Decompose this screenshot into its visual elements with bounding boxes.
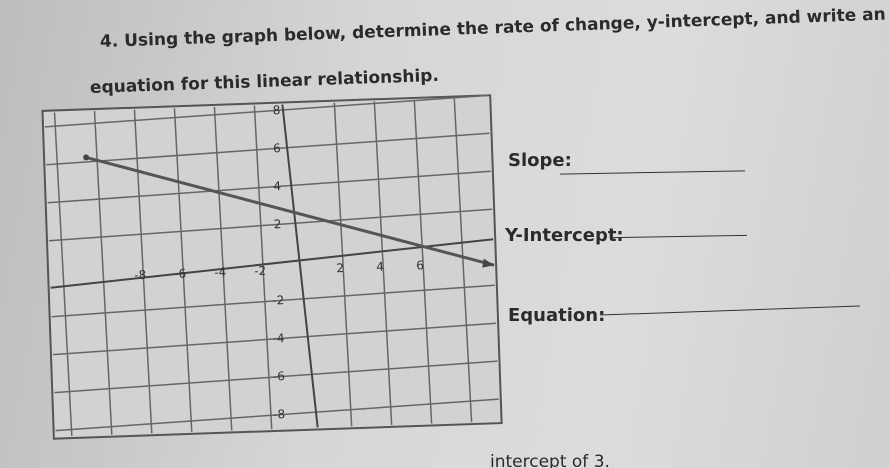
x-tick-label: -6 xyxy=(174,266,186,280)
y-tick-label: -6 xyxy=(273,369,285,383)
grid-line xyxy=(53,112,73,437)
grid-line xyxy=(47,170,491,204)
footer-text: intercept of 3. xyxy=(490,452,610,468)
x-tick-label: 6 xyxy=(416,258,424,272)
y-tick-label: 8 xyxy=(273,103,281,117)
grid-line xyxy=(52,322,497,356)
grid-line xyxy=(453,98,473,423)
x-tick-label: -2 xyxy=(254,264,266,278)
graph-line xyxy=(85,155,495,267)
y-tick-label: 2 xyxy=(274,217,282,231)
field-label: Equation: xyxy=(508,305,606,326)
grid-line xyxy=(253,105,273,430)
grid-line xyxy=(373,101,393,425)
x-tick-label: 2 xyxy=(336,261,344,275)
line-arrow xyxy=(83,154,90,161)
grid-line xyxy=(413,99,433,424)
graph-frame xyxy=(41,94,503,440)
y-tick-label: -4 xyxy=(272,331,284,345)
y-axis xyxy=(281,104,319,428)
y-tick-label: -2 xyxy=(272,293,284,307)
x-tick-label: -4 xyxy=(214,265,226,279)
y-tick-label: 4 xyxy=(273,179,281,193)
field-label: Y-Intercept: xyxy=(505,225,624,246)
x-axis xyxy=(50,238,494,289)
x-tick-label: 4 xyxy=(376,260,384,274)
grid-line xyxy=(55,398,499,432)
field-label: Slope: xyxy=(508,150,572,171)
grid-line xyxy=(48,208,493,242)
grid-line xyxy=(54,360,498,394)
grid-line xyxy=(173,108,193,432)
line-arrow xyxy=(482,258,495,268)
grid-line xyxy=(51,284,495,318)
y-tick-label: -8 xyxy=(273,407,285,421)
grid-line xyxy=(333,102,353,427)
x-tick-label: -8 xyxy=(134,268,146,282)
grid-line xyxy=(93,111,113,435)
y-tick-label: 6 xyxy=(273,141,281,155)
grid-line xyxy=(133,109,153,434)
